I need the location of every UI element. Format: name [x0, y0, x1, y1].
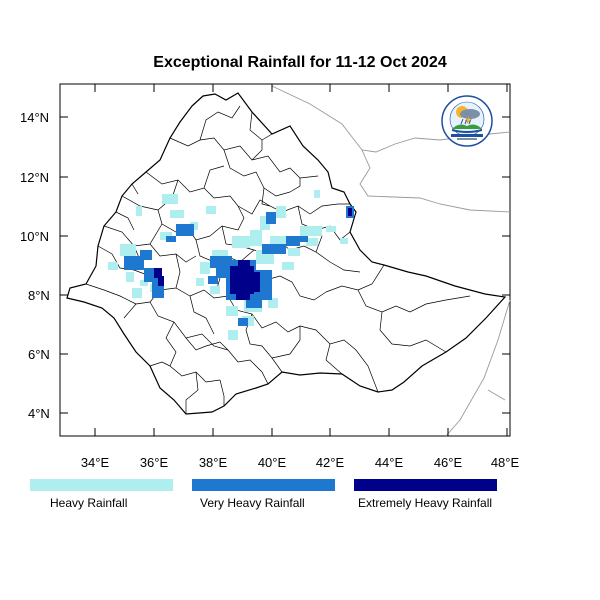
legend-label-heavy: Heavy Rainfall	[50, 496, 128, 510]
lat-label-4: 4°N	[28, 406, 50, 421]
lat-label-8: 8°N	[28, 288, 50, 303]
lon-label-34: 34°E	[81, 455, 110, 470]
lon-label-42: 42°E	[316, 455, 345, 470]
lat-label-6: 6°N	[28, 347, 50, 362]
lon-label-40: 40°E	[258, 455, 287, 470]
legend-swatch-very-heavy	[192, 479, 335, 491]
lat-label-10: 10°N	[20, 229, 49, 244]
legend-swatch-extreme	[354, 479, 497, 491]
lon-label-46: 46°E	[434, 455, 463, 470]
lon-label-48: 48°E	[491, 455, 520, 470]
lat-label-12: 12°N	[20, 170, 49, 185]
lat-label-14: 14°N	[20, 110, 49, 125]
legend-label-very-heavy: Very Heavy Rainfall	[200, 496, 305, 510]
meteorology-institute-logo	[441, 95, 493, 147]
lon-label-44: 44°E	[375, 455, 404, 470]
legend-label-extreme: Extremely Heavy Rainfall	[358, 496, 493, 510]
lon-label-38: 38°E	[199, 455, 228, 470]
legend-swatch-heavy	[30, 479, 173, 491]
lon-label-36: 36°E	[140, 455, 169, 470]
plot-frame	[59, 83, 511, 437]
extremely-heavy-rainfall-area	[154, 208, 352, 300]
axis-ticks	[60, 84, 510, 436]
map-title: Exceptional Rainfall for 11-12 Oct 2024	[153, 54, 447, 71]
